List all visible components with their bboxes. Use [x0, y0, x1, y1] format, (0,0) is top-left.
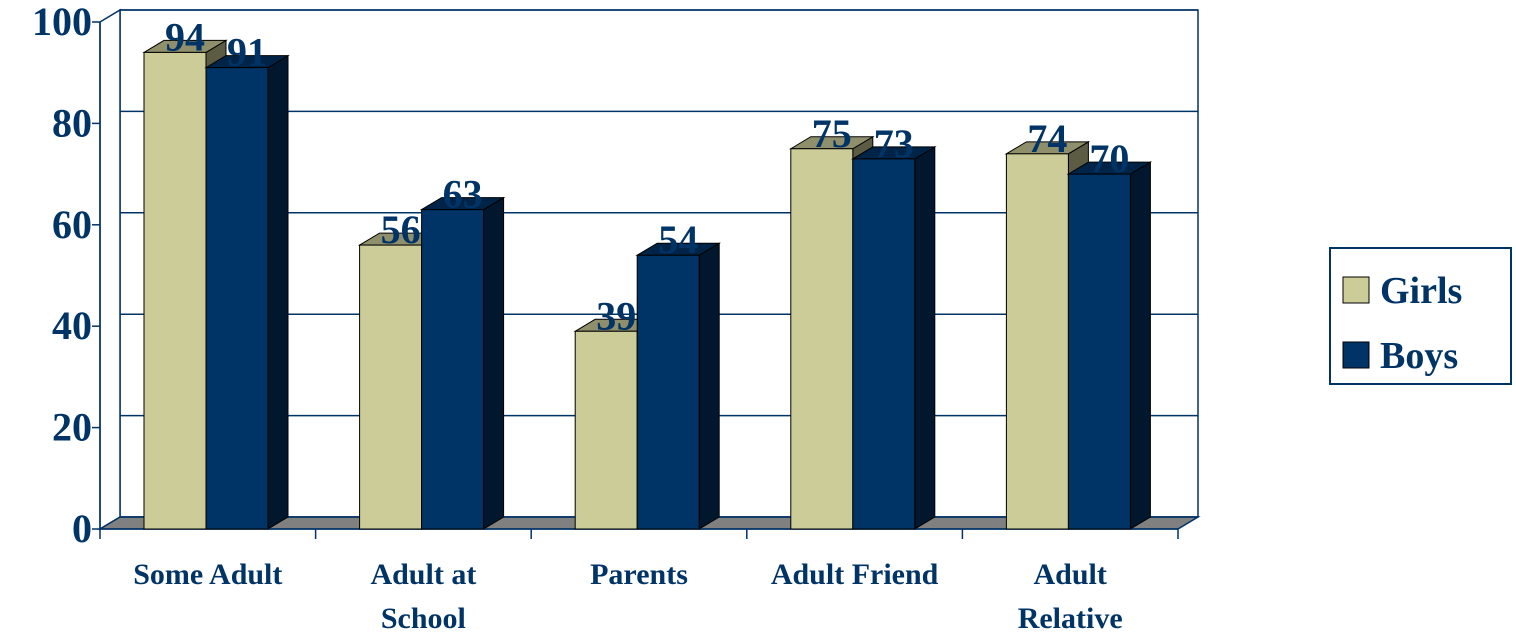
value-label: 39: [596, 293, 636, 338]
value-label: 63: [443, 172, 483, 217]
value-label: 91: [227, 30, 267, 75]
x-tick-label: Adult at School: [370, 558, 477, 635]
value-label: 94: [165, 14, 205, 59]
bar-face: [852, 158, 916, 530]
bar-face: [1005, 153, 1069, 530]
value-label: 70: [1089, 136, 1129, 181]
bar: [1066, 161, 1153, 530]
bar-face: [421, 209, 485, 530]
x-tick-label: Adult Friend: [770, 558, 939, 591]
bar-face: [1067, 173, 1131, 530]
value-label: 73: [874, 121, 914, 166]
bar-side: [267, 54, 289, 530]
value-label: 54: [658, 217, 698, 262]
bar-face: [205, 67, 269, 530]
bar-face: [359, 244, 423, 530]
legend-swatch: [1342, 341, 1370, 369]
legend-swatch: [1342, 276, 1370, 304]
bar-face: [790, 148, 854, 530]
y-tick-label: 100: [32, 0, 92, 44]
bar-side: [914, 146, 936, 530]
bar-side: [698, 242, 720, 530]
y-tick-label: 20: [52, 405, 92, 450]
bar-side: [1129, 161, 1151, 530]
bar: [635, 242, 722, 530]
x-tick-label: Parents: [590, 558, 688, 591]
bar-face: [574, 330, 638, 530]
bar-face: [636, 254, 700, 530]
y-tick-label: 0: [72, 506, 92, 551]
x-tick-label: Some Adult: [133, 558, 283, 591]
value-label: 75: [812, 111, 852, 156]
bar: [419, 196, 506, 530]
legend-label: Boys: [1380, 335, 1458, 377]
bar: [850, 146, 937, 530]
value-label: 56: [381, 207, 421, 252]
value-label: 74: [1027, 116, 1067, 161]
bar-side: [483, 196, 505, 530]
y-tick-label: 80: [52, 100, 92, 145]
y-tick-label: 40: [52, 303, 92, 348]
x-tick-label: Adult Relative: [1017, 558, 1123, 635]
bar-face: [143, 51, 207, 530]
y-tick-label: 60: [52, 202, 92, 247]
bar: [204, 54, 290, 530]
legend-label: Girls: [1380, 270, 1462, 312]
side-wall: [99, 8, 121, 531]
